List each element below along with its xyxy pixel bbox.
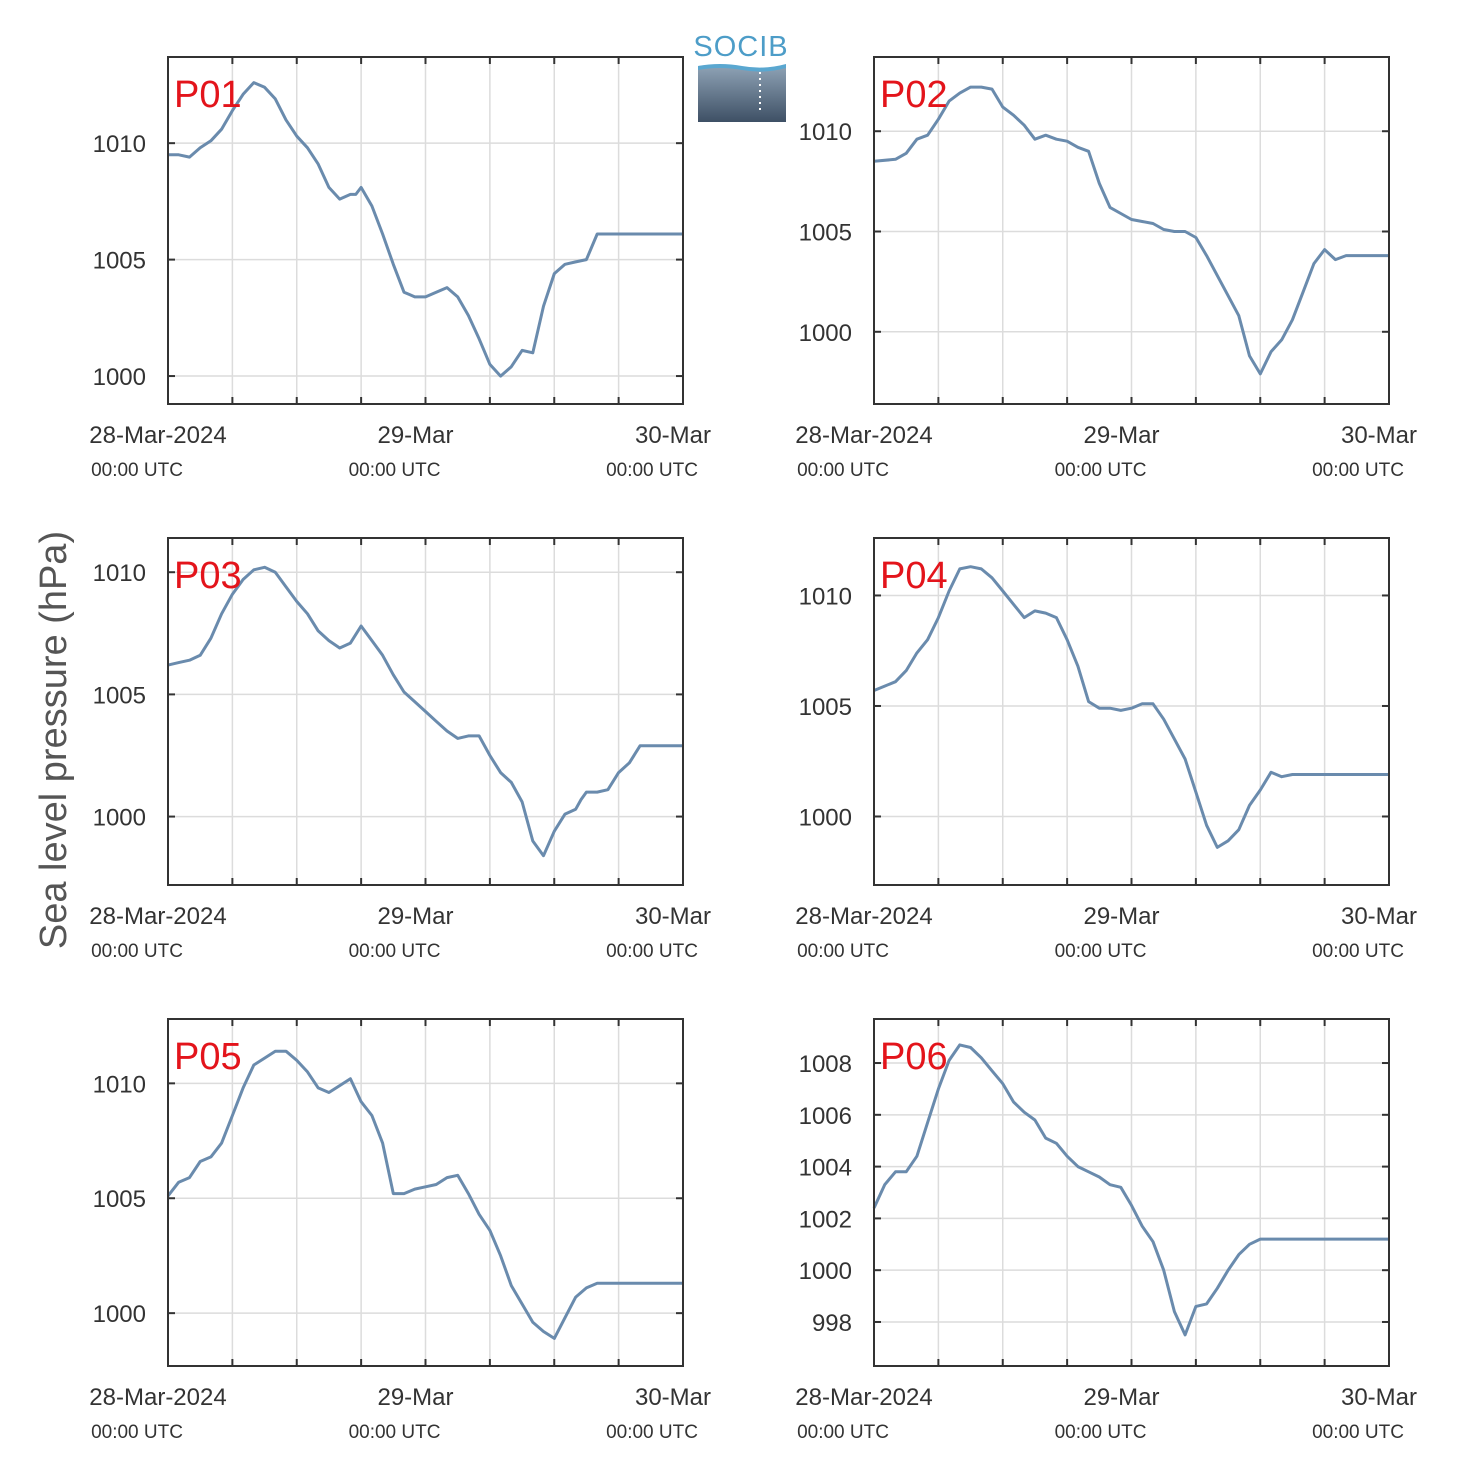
series-line-p02 xyxy=(873,85,1389,376)
x-tick-sublabel: 00:00 UTC xyxy=(1312,1422,1404,1443)
y-axis-label: Sea level pressure (hPa) xyxy=(33,531,75,949)
panel-label: P03 xyxy=(174,555,242,597)
y-tick-label: 1000 xyxy=(799,804,852,831)
panel-p01: 1000 1005 1010 28-Mar-2024 00:00 UTC 29-Mar 00… xyxy=(89,56,711,481)
y-tick-label: 1010 xyxy=(93,560,146,587)
panel-label: P06 xyxy=(880,1036,948,1078)
y-tick-label: 1008 xyxy=(799,1051,852,1078)
x-tick-sublabel: 00:00 UTC xyxy=(1055,941,1147,962)
y-tick-label: 1006 xyxy=(799,1103,852,1130)
y-tick-label: 1010 xyxy=(799,583,852,610)
x-tick-label: 28-Mar-2024 xyxy=(795,903,932,930)
y-tick-label: 1005 xyxy=(93,248,146,275)
x-tick-label: 30-Mar xyxy=(635,903,711,930)
y-tick-label: 1005 xyxy=(799,220,852,247)
x-tick-sublabel: 00:00 UTC xyxy=(1055,460,1147,481)
x-tick-sublabel: 00:00 UTC xyxy=(797,460,889,481)
x-tick-sublabel: 00:00 UTC xyxy=(91,460,183,481)
x-tick-sublabel: 00:00 UTC xyxy=(91,941,183,962)
y-tick-label: 1000 xyxy=(93,805,146,832)
x-tick-label: 29-Mar xyxy=(377,1384,453,1411)
y-tick-label: 1010 xyxy=(93,131,146,158)
x-tick-label: 30-Mar xyxy=(635,1384,711,1411)
x-tick-label: 28-Mar-2024 xyxy=(89,1384,226,1411)
y-tick-label: 1002 xyxy=(799,1206,852,1233)
panel-label: P04 xyxy=(880,555,948,597)
x-tick-sublabel: 00:00 UTC xyxy=(797,941,889,962)
x-tick-sublabel: 00:00 UTC xyxy=(606,1422,698,1443)
x-tick-label: 30-Mar xyxy=(635,422,711,449)
x-tick-sublabel: 00:00 UTC xyxy=(606,460,698,481)
socib-logo: SOCIB xyxy=(693,31,788,122)
x-tick-label: 28-Mar-2024 xyxy=(795,1384,932,1411)
x-tick-label: 29-Mar xyxy=(1083,422,1159,449)
x-tick-label: 28-Mar-2024 xyxy=(89,422,226,449)
x-tick-sublabel: 00:00 UTC xyxy=(1312,941,1404,962)
series-line-p05 xyxy=(166,1049,683,1340)
x-tick-label: 30-Mar xyxy=(1341,422,1417,449)
panel-label: P02 xyxy=(880,74,948,116)
panel-p06: 998 1000 1002 1004 1006 1008 28-Mar-2024 00:00 … xyxy=(795,1018,1417,1443)
y-tick-label: 1000 xyxy=(93,1301,146,1328)
panel-p03: 1000 1005 1010 28-Mar-2024 00:00 UTC 29-Mar 00… xyxy=(89,537,711,962)
y-tick-label: 1010 xyxy=(799,119,852,146)
y-tick-label: 1000 xyxy=(799,320,852,347)
y-tick-label: 1005 xyxy=(93,1186,146,1213)
panel-p05: 1000 1005 1010 28-Mar-2024 00:00 UTC 29-Mar 00… xyxy=(89,1018,711,1443)
x-tick-label: 29-Mar xyxy=(377,422,453,449)
x-tick-sublabel: 00:00 UTC xyxy=(349,1422,441,1443)
series-line-p03 xyxy=(167,565,683,858)
panel-label: P05 xyxy=(174,1036,242,1078)
x-tick-label: 28-Mar-2024 xyxy=(89,903,226,930)
panel-label: P01 xyxy=(174,74,242,116)
x-tick-sublabel: 00:00 UTC xyxy=(349,460,441,481)
series-line-p04 xyxy=(873,565,1389,849)
panel-p02: 1000 1005 1010 28-Mar-2024 00:00 UTC 29-Mar 00… xyxy=(795,56,1417,481)
y-tick-label: 1005 xyxy=(93,682,146,709)
x-tick-label: 29-Mar xyxy=(377,903,453,930)
x-tick-sublabel: 00:00 UTC xyxy=(1055,1422,1147,1443)
x-tick-label: 28-Mar-2024 xyxy=(795,422,932,449)
x-tick-sublabel: 00:00 UTC xyxy=(797,1422,889,1443)
x-tick-label: 29-Mar xyxy=(1083,1384,1159,1411)
y-tick-label: 1000 xyxy=(799,1258,852,1285)
series-line-p01 xyxy=(168,81,683,378)
x-tick-sublabel: 00:00 UTC xyxy=(349,941,441,962)
x-tick-sublabel: 00:00 UTC xyxy=(91,1422,183,1443)
y-tick-label: 998 xyxy=(812,1310,852,1337)
x-tick-label: 30-Mar xyxy=(1341,903,1417,930)
x-tick-sublabel: 00:00 UTC xyxy=(1312,460,1404,481)
y-tick-label: 1004 xyxy=(799,1155,852,1182)
x-tick-label: 30-Mar xyxy=(1341,1384,1417,1411)
y-tick-label: 1000 xyxy=(93,364,146,391)
y-tick-label: 1005 xyxy=(799,694,852,721)
panel-p04: 1000 1005 1010 28-Mar-2024 00:00 UTC 29-Mar 00… xyxy=(795,537,1417,962)
x-tick-label: 29-Mar xyxy=(1083,903,1159,930)
x-tick-sublabel: 00:00 UTC xyxy=(606,941,698,962)
logo-text: SOCIB xyxy=(693,31,788,63)
y-tick-label: 1010 xyxy=(93,1071,146,1098)
series-line-p06 xyxy=(872,1043,1389,1337)
